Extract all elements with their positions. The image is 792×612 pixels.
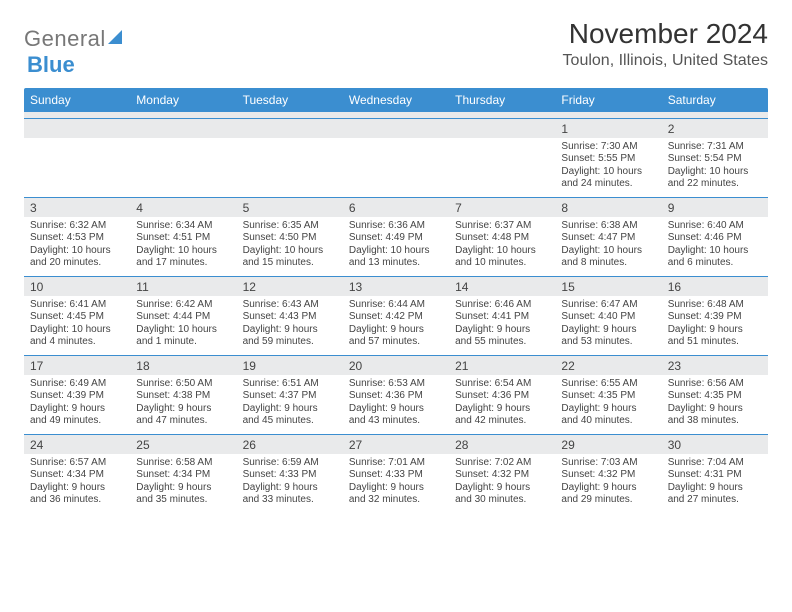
brand-part1: General (24, 26, 106, 52)
day-number: 15 (555, 276, 661, 296)
day-info: Sunrise: 6:48 AMSunset: 4:39 PMDaylight:… (662, 296, 768, 356)
day-number: 10 (24, 276, 130, 296)
daynum-row: 17 18 19 20 21 22 23 (24, 355, 768, 375)
dow-cell: Tuesday (237, 88, 343, 112)
day-info: Sunrise: 7:03 AMSunset: 4:32 PMDaylight:… (555, 454, 661, 513)
day-info: Sunrise: 6:36 AMSunset: 4:49 PMDaylight:… (343, 217, 449, 277)
day-number: 30 (662, 434, 768, 454)
day-number: 7 (449, 197, 555, 217)
day-number: 19 (237, 355, 343, 375)
calendar-table: Sunday Monday Tuesday Wednesday Thursday… (24, 88, 768, 513)
day-number (449, 118, 555, 138)
month-title: November 2024 (563, 18, 768, 50)
brand-logo: General (24, 18, 124, 52)
day-number: 6 (343, 197, 449, 217)
day-number: 13 (343, 276, 449, 296)
day-info: Sunrise: 6:35 AMSunset: 4:50 PMDaylight:… (237, 217, 343, 277)
day-number: 9 (662, 197, 768, 217)
day-info: Sunrise: 7:01 AMSunset: 4:33 PMDaylight:… (343, 454, 449, 513)
day-number: 28 (449, 434, 555, 454)
sail-icon (108, 30, 122, 44)
day-number: 14 (449, 276, 555, 296)
dow-cell: Monday (130, 88, 236, 112)
day-info: Sunrise: 6:37 AMSunset: 4:48 PMDaylight:… (449, 217, 555, 277)
daynum-row: 1 2 (24, 118, 768, 138)
day-number: 4 (130, 197, 236, 217)
day-number (24, 118, 130, 138)
day-info: Sunrise: 7:02 AMSunset: 4:32 PMDaylight:… (449, 454, 555, 513)
dow-cell: Friday (555, 88, 661, 112)
info-row: Sunrise: 6:49 AMSunset: 4:39 PMDaylight:… (24, 375, 768, 435)
day-info: Sunrise: 6:56 AMSunset: 4:35 PMDaylight:… (662, 375, 768, 435)
day-info: Sunrise: 6:41 AMSunset: 4:45 PMDaylight:… (24, 296, 130, 356)
day-number: 23 (662, 355, 768, 375)
day-info: Sunrise: 6:50 AMSunset: 4:38 PMDaylight:… (130, 375, 236, 435)
day-info: Sunrise: 7:04 AMSunset: 4:31 PMDaylight:… (662, 454, 768, 513)
info-row: Sunrise: 7:30 AMSunset: 5:55 PMDaylight:… (24, 138, 768, 198)
day-info: Sunrise: 6:43 AMSunset: 4:43 PMDaylight:… (237, 296, 343, 356)
day-number: 21 (449, 355, 555, 375)
day-number: 3 (24, 197, 130, 217)
dow-cell: Thursday (449, 88, 555, 112)
dow-cell: Saturday (662, 88, 768, 112)
day-number: 22 (555, 355, 661, 375)
day-info: Sunrise: 6:47 AMSunset: 4:40 PMDaylight:… (555, 296, 661, 356)
day-info (449, 138, 555, 198)
info-row: Sunrise: 6:57 AMSunset: 4:34 PMDaylight:… (24, 454, 768, 513)
day-info (24, 138, 130, 198)
day-number (130, 118, 236, 138)
day-number: 29 (555, 434, 661, 454)
day-info: Sunrise: 6:44 AMSunset: 4:42 PMDaylight:… (343, 296, 449, 356)
title-block: November 2024 Toulon, Illinois, United S… (563, 18, 768, 70)
day-info (343, 138, 449, 198)
day-info: Sunrise: 6:58 AMSunset: 4:34 PMDaylight:… (130, 454, 236, 513)
day-info (237, 138, 343, 198)
day-number: 16 (662, 276, 768, 296)
day-info: Sunrise: 7:31 AMSunset: 5:54 PMDaylight:… (662, 138, 768, 198)
calendar-page: General November 2024 Toulon, Illinois, … (0, 0, 792, 523)
day-number (343, 118, 449, 138)
day-number (237, 118, 343, 138)
day-info: Sunrise: 6:57 AMSunset: 4:34 PMDaylight:… (24, 454, 130, 513)
day-info: Sunrise: 6:49 AMSunset: 4:39 PMDaylight:… (24, 375, 130, 435)
day-info: Sunrise: 6:51 AMSunset: 4:37 PMDaylight:… (237, 375, 343, 435)
day-number: 8 (555, 197, 661, 217)
day-info (130, 138, 236, 198)
daynum-row: 3 4 5 6 7 8 9 (24, 197, 768, 217)
day-info: Sunrise: 6:34 AMSunset: 4:51 PMDaylight:… (130, 217, 236, 277)
day-info: Sunrise: 6:46 AMSunset: 4:41 PMDaylight:… (449, 296, 555, 356)
day-number: 11 (130, 276, 236, 296)
info-row: Sunrise: 6:41 AMSunset: 4:45 PMDaylight:… (24, 296, 768, 356)
day-number: 26 (237, 434, 343, 454)
day-info: Sunrise: 6:40 AMSunset: 4:46 PMDaylight:… (662, 217, 768, 277)
day-number: 20 (343, 355, 449, 375)
day-number: 5 (237, 197, 343, 217)
day-info: Sunrise: 7:30 AMSunset: 5:55 PMDaylight:… (555, 138, 661, 198)
day-number: 18 (130, 355, 236, 375)
day-info: Sunrise: 6:54 AMSunset: 4:36 PMDaylight:… (449, 375, 555, 435)
day-number: 24 (24, 434, 130, 454)
day-info: Sunrise: 6:59 AMSunset: 4:33 PMDaylight:… (237, 454, 343, 513)
day-number: 1 (555, 118, 661, 138)
dow-cell: Sunday (24, 88, 130, 112)
day-number: 2 (662, 118, 768, 138)
day-of-week-row: Sunday Monday Tuesday Wednesday Thursday… (24, 88, 768, 112)
day-info: Sunrise: 6:55 AMSunset: 4:35 PMDaylight:… (555, 375, 661, 435)
day-info: Sunrise: 6:32 AMSunset: 4:53 PMDaylight:… (24, 217, 130, 277)
location-label: Toulon, Illinois, United States (563, 52, 768, 70)
day-info: Sunrise: 6:42 AMSunset: 4:44 PMDaylight:… (130, 296, 236, 356)
daynum-row: 10 11 12 13 14 15 16 (24, 276, 768, 296)
day-number: 12 (237, 276, 343, 296)
info-row: Sunrise: 6:32 AMSunset: 4:53 PMDaylight:… (24, 217, 768, 277)
day-number: 25 (130, 434, 236, 454)
day-info: Sunrise: 6:53 AMSunset: 4:36 PMDaylight:… (343, 375, 449, 435)
day-info: Sunrise: 6:38 AMSunset: 4:47 PMDaylight:… (555, 217, 661, 277)
brand-part2: Blue (27, 52, 75, 77)
day-number: 27 (343, 434, 449, 454)
dow-cell: Wednesday (343, 88, 449, 112)
day-number: 17 (24, 355, 130, 375)
daynum-row: 24 25 26 27 28 29 30 (24, 434, 768, 454)
